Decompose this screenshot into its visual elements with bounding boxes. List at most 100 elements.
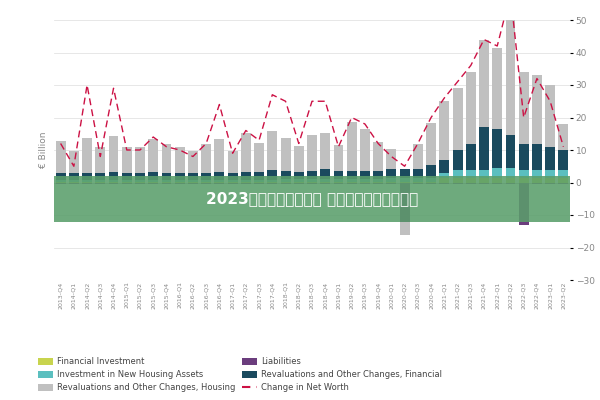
Bar: [201, 180, 211, 182]
Bar: [505, 168, 515, 178]
Bar: [122, 174, 132, 180]
Bar: [545, 182, 555, 184]
Bar: [519, 144, 529, 170]
Bar: [201, 174, 211, 180]
Bar: [492, 182, 502, 184]
Bar: [545, 147, 555, 170]
Bar: [360, 171, 370, 179]
Bar: [161, 180, 172, 182]
Bar: [426, 178, 436, 182]
Bar: [400, 168, 410, 178]
Bar: [452, 182, 463, 184]
Bar: [227, 174, 238, 180]
Bar: [214, 172, 224, 180]
Bar: [334, 145, 343, 171]
Bar: [268, 131, 277, 170]
Bar: [281, 138, 290, 171]
Bar: [82, 182, 92, 184]
Bar: [492, 48, 502, 129]
Bar: [426, 123, 436, 165]
Bar: [82, 138, 92, 174]
Bar: [268, 180, 277, 182]
Bar: [122, 148, 132, 174]
Bar: [307, 171, 317, 179]
Bar: [545, 85, 555, 147]
Bar: [148, 180, 158, 182]
Bar: [334, 171, 343, 179]
Bar: [519, 170, 529, 178]
Bar: [268, 182, 277, 184]
Bar: [347, 179, 356, 182]
Bar: [452, 170, 463, 178]
Bar: [320, 134, 330, 169]
Bar: [386, 149, 397, 168]
Bar: [281, 171, 290, 179]
Bar: [479, 182, 489, 184]
Bar: [69, 182, 79, 184]
Bar: [532, 182, 542, 184]
Bar: [214, 182, 224, 184]
Text: 2023十大股票配资平台 澳门火锅加盟详情攻略: 2023十大股票配资平台 澳门火锅加盟详情攻略: [206, 191, 418, 206]
Bar: [201, 182, 211, 184]
Bar: [122, 180, 132, 182]
Bar: [294, 172, 304, 179]
Bar: [188, 174, 198, 180]
Bar: [294, 182, 304, 184]
Bar: [95, 180, 105, 182]
Bar: [95, 148, 105, 174]
Bar: [135, 174, 145, 180]
Bar: [175, 182, 185, 184]
Bar: [492, 129, 502, 168]
Bar: [320, 179, 330, 182]
Bar: [413, 178, 423, 182]
Bar: [519, 178, 529, 182]
Bar: [161, 144, 172, 174]
Bar: [479, 40, 489, 127]
Bar: [254, 172, 264, 180]
Bar: [545, 170, 555, 178]
Bar: [148, 172, 158, 180]
Bar: [519, 72, 529, 144]
Bar: [505, 135, 515, 168]
Bar: [479, 127, 489, 170]
Bar: [452, 88, 463, 150]
Bar: [241, 133, 251, 172]
Bar: [254, 142, 264, 172]
Bar: [320, 169, 330, 179]
Bar: [439, 101, 449, 160]
Bar: [82, 174, 92, 180]
Bar: [413, 182, 423, 184]
Bar: [175, 174, 185, 180]
Bar: [148, 139, 158, 172]
Bar: [386, 182, 397, 184]
Bar: [466, 72, 476, 144]
Bar: [188, 182, 198, 184]
Bar: [188, 180, 198, 182]
Bar: [227, 180, 238, 182]
Bar: [373, 182, 383, 184]
Bar: [347, 171, 356, 179]
Bar: [82, 180, 92, 182]
Bar: [135, 182, 145, 184]
Bar: [400, 182, 410, 222]
Bar: [532, 170, 542, 178]
Bar: [135, 180, 145, 182]
Bar: [439, 178, 449, 182]
Bar: [532, 75, 542, 144]
Bar: [505, 178, 515, 182]
Bar: [109, 182, 118, 184]
Bar: [334, 182, 343, 184]
Bar: [505, 182, 515, 184]
Bar: [426, 165, 436, 178]
Bar: [320, 182, 330, 184]
Bar: [519, 182, 529, 225]
Bar: [56, 141, 65, 174]
Legend: Financial Investment, Investment in New Housing Assets, Revaluations and Other C: Financial Investment, Investment in New …: [34, 354, 445, 396]
Bar: [95, 174, 105, 180]
Bar: [360, 182, 370, 184]
Bar: [109, 172, 118, 180]
Bar: [214, 180, 224, 182]
Bar: [175, 148, 185, 174]
Bar: [161, 174, 172, 180]
Bar: [188, 151, 198, 174]
